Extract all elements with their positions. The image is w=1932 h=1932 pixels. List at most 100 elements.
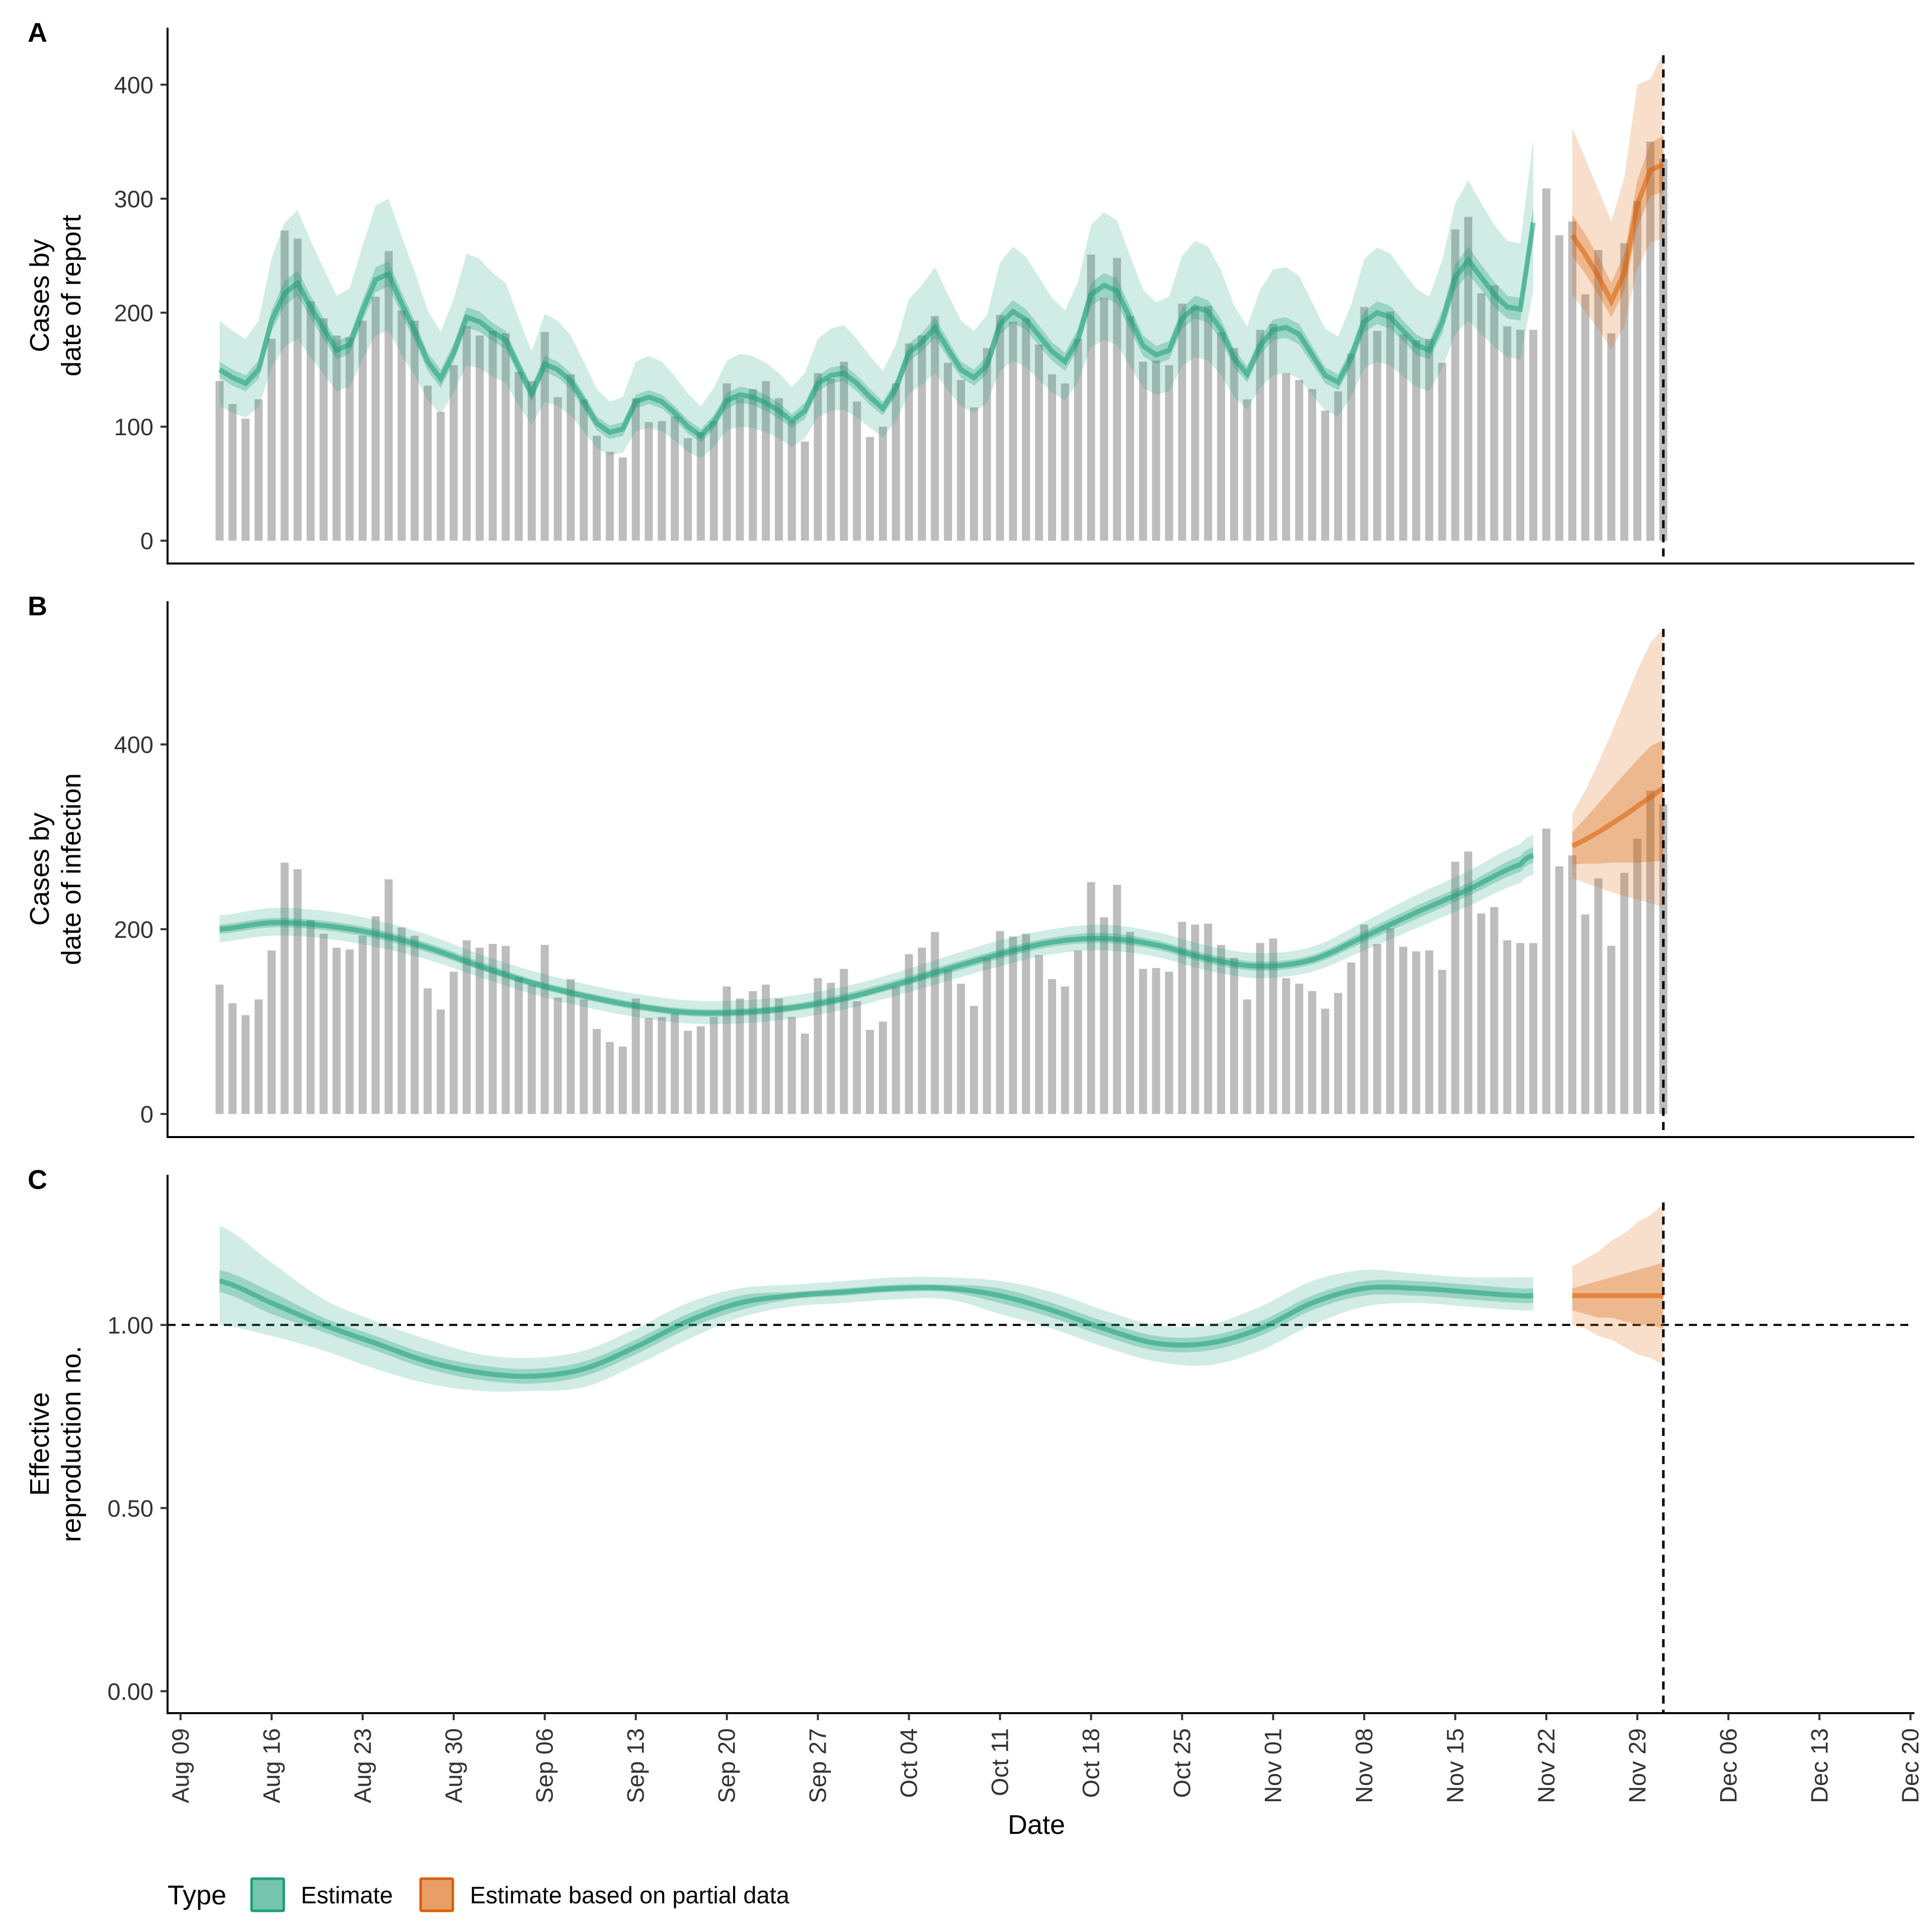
bar	[1490, 285, 1498, 541]
bar	[645, 1018, 653, 1114]
estimate-ribbon-90	[219, 1226, 1534, 1392]
panel-b-infection-cases: 0 200 400 Cases bydate of infection B	[25, 591, 1914, 1138]
y-tick-label: 300	[114, 186, 153, 212]
bar	[1295, 984, 1304, 1114]
bar	[1347, 962, 1355, 1114]
bar	[1230, 348, 1238, 541]
bar	[319, 318, 328, 541]
x-tick-label: Aug 16	[258, 1728, 285, 1803]
bar	[1607, 945, 1616, 1114]
bar	[1399, 946, 1407, 1114]
bar	[762, 985, 770, 1114]
bar	[436, 1009, 445, 1114]
estimate-ribbon-50	[219, 1270, 1534, 1384]
y-axis-title-line: Cases by	[25, 813, 55, 926]
bar	[1386, 928, 1395, 1114]
bar	[918, 335, 926, 541]
bar	[553, 397, 562, 541]
bar	[1451, 229, 1460, 541]
bar	[255, 999, 263, 1114]
bar	[684, 1030, 692, 1114]
bar	[1607, 333, 1616, 541]
bar	[878, 1021, 887, 1114]
bar	[1087, 254, 1095, 541]
bar	[1646, 141, 1655, 541]
bar	[293, 238, 302, 541]
bar	[333, 335, 341, 541]
x-tick-label: Dec 20	[1897, 1728, 1923, 1803]
bar	[996, 931, 1004, 1114]
x-tick-label: Sep 06	[531, 1728, 558, 1803]
bar	[553, 997, 562, 1114]
bar	[944, 970, 952, 1114]
bar	[1152, 968, 1160, 1114]
bar	[1425, 950, 1433, 1114]
bar	[1464, 851, 1473, 1114]
y-tick-label: 400	[114, 71, 153, 98]
bar	[970, 407, 978, 541]
bar	[1061, 986, 1069, 1114]
bar	[1165, 365, 1173, 541]
bar	[280, 230, 289, 541]
bar	[892, 383, 900, 541]
y-axis-title-line: reproduction no.	[56, 1346, 87, 1542]
bar	[722, 986, 731, 1114]
bar	[515, 372, 523, 541]
bar	[736, 998, 744, 1114]
bar	[371, 296, 380, 541]
bar	[631, 998, 640, 1114]
bar	[1399, 334, 1407, 541]
bar	[1438, 363, 1446, 541]
x-tick-label: Dec 06	[1715, 1728, 1741, 1803]
bar	[333, 947, 341, 1114]
bar	[618, 1046, 627, 1114]
bar	[1269, 324, 1277, 541]
panel-a-report-cases: 0 100 200 300 400 Cases bydate of report A	[25, 18, 1914, 565]
bar	[1594, 878, 1602, 1114]
bar	[1555, 866, 1564, 1114]
bar	[242, 419, 250, 541]
bar	[1256, 943, 1264, 1114]
y-tick-label: 0	[140, 1101, 153, 1128]
bar	[280, 862, 289, 1114]
bar	[1048, 979, 1056, 1114]
bar	[957, 380, 965, 541]
bar	[1334, 391, 1342, 541]
bar	[1321, 411, 1329, 541]
bar	[671, 1013, 679, 1114]
estimate-median-line	[218, 222, 1536, 439]
bar	[957, 984, 965, 1114]
bar	[502, 333, 510, 541]
bar	[1594, 250, 1602, 541]
bar	[424, 988, 432, 1114]
x-tick-label: Aug 23	[349, 1728, 376, 1803]
bar	[722, 383, 731, 541]
bar	[1074, 950, 1082, 1114]
x-tick-label: Nov 15	[1441, 1728, 1468, 1803]
y-axis-title-line: date of infection	[56, 773, 87, 965]
bar	[775, 398, 783, 541]
bar	[671, 416, 679, 541]
bar	[1282, 978, 1291, 1114]
bar	[527, 985, 536, 1114]
bar	[527, 381, 536, 541]
bar	[866, 437, 874, 541]
bar	[345, 338, 354, 541]
y-axis-title-line: date of report	[56, 215, 87, 376]
bar	[1347, 354, 1355, 541]
y-axis-title: Cases bydate of infection	[25, 773, 87, 965]
bar	[345, 949, 354, 1114]
panel-c-reproduction-number: 0.00 0.50 1.00 Effectivereproduction no. C	[25, 1165, 1914, 1714]
bar	[242, 1015, 250, 1114]
bar	[684, 438, 692, 541]
bar	[1620, 872, 1629, 1114]
bar	[1022, 934, 1030, 1114]
bar	[1295, 380, 1304, 541]
bar	[1477, 913, 1486, 1114]
bar	[1633, 201, 1642, 541]
bar	[1529, 330, 1538, 541]
y-axis-title: Cases bydate of report	[25, 215, 87, 376]
bar	[228, 404, 237, 541]
bar	[1334, 993, 1342, 1114]
bar	[1386, 311, 1395, 541]
